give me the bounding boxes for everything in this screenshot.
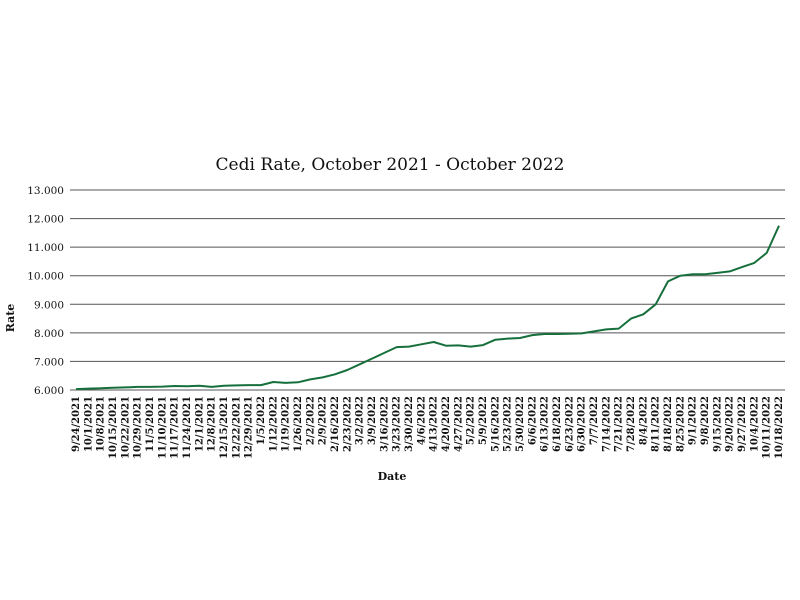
x-tick-label: 6/13/2022 bbox=[540, 396, 551, 452]
x-tick-label: 10/22/2021 bbox=[120, 396, 131, 459]
x-tick-label: 5/23/2022 bbox=[503, 396, 514, 452]
x-tick-label: 8/18/2022 bbox=[663, 396, 674, 452]
x-tick-label: 12/29/2021 bbox=[244, 396, 255, 459]
y-axis-label: Rate bbox=[4, 304, 17, 333]
x-tick-label: 3/16/2022 bbox=[379, 396, 390, 452]
y-tick-label: 13.000 bbox=[27, 185, 64, 197]
x-tick-label: 5/30/2022 bbox=[515, 396, 526, 452]
y-axis-ticks: 6.000 7.000 8.000 9.000 10.000 11.000 12.000 13… bbox=[27, 185, 64, 397]
x-tick-label: 8/4/2022 bbox=[638, 396, 649, 445]
x-tick-label: 8/11/2022 bbox=[651, 396, 662, 452]
y-tick-label: 12.000 bbox=[27, 214, 64, 226]
x-tick-label: 12/8/2021 bbox=[207, 396, 218, 452]
x-tick-label: 4/27/2022 bbox=[453, 396, 464, 452]
x-tick-label: 9/24/2021 bbox=[71, 396, 82, 452]
x-axis-ticks: 9/24/2021 10/1/2021 10/8/2021 10/15/2021 10/… bbox=[71, 396, 785, 459]
x-tick-label: 6/6/2022 bbox=[527, 396, 538, 445]
x-tick-label: 10/18/2022 bbox=[774, 396, 785, 459]
x-tick-label: 11/10/2021 bbox=[157, 396, 168, 459]
x-tick-label: 6/30/2022 bbox=[577, 396, 588, 452]
x-tick-label: 11/5/2021 bbox=[145, 396, 156, 452]
x-tick-label: 1/26/2022 bbox=[293, 396, 304, 452]
x-tick-label: 9/8/2022 bbox=[700, 396, 711, 445]
x-axis-label: Date bbox=[378, 470, 407, 483]
x-tick-label: 6/18/2022 bbox=[552, 396, 563, 452]
y-tick-label: 8.000 bbox=[34, 328, 64, 340]
x-tick-label: 8/25/2022 bbox=[675, 396, 686, 452]
x-tick-label: 5/16/2022 bbox=[490, 396, 501, 452]
x-tick-label: 9/27/2022 bbox=[737, 396, 748, 452]
x-tick-label: 10/11/2022 bbox=[762, 396, 773, 459]
x-tick-label: 7/14/2022 bbox=[601, 396, 612, 452]
x-tick-label: 2/16/2022 bbox=[330, 396, 341, 452]
chart-title: Cedi Rate, October 2021 - October 2022 bbox=[216, 155, 565, 175]
x-tick-label: 2/23/2022 bbox=[342, 396, 353, 452]
x-tick-label: 11/24/2021 bbox=[182, 396, 193, 459]
x-tick-label: 10/4/2022 bbox=[749, 396, 760, 452]
x-tick-label: 1/5/2022 bbox=[256, 396, 267, 445]
series-line bbox=[75, 225, 780, 391]
x-tick-label: 7/28/2022 bbox=[626, 396, 637, 452]
y-tick-label: 6.000 bbox=[34, 385, 64, 397]
y-tick-label: 10.000 bbox=[27, 271, 64, 283]
x-tick-label: 12/22/2021 bbox=[231, 396, 242, 459]
x-tick-label: 4/6/2022 bbox=[416, 396, 427, 445]
x-tick-label: 10/15/2021 bbox=[108, 396, 119, 459]
x-tick-label: 5/2/2022 bbox=[466, 396, 477, 445]
x-tick-label: 11/17/2021 bbox=[170, 396, 181, 459]
x-tick-label: 5/9/2022 bbox=[478, 396, 489, 445]
x-tick-label: 4/20/2022 bbox=[441, 396, 452, 452]
x-tick-label: 1/19/2022 bbox=[281, 396, 292, 452]
x-tick-label: 3/23/2022 bbox=[392, 396, 403, 452]
x-tick-label: 12/15/2021 bbox=[219, 396, 230, 459]
x-tick-label: 10/8/2021 bbox=[96, 396, 107, 452]
x-tick-label: 10/29/2021 bbox=[133, 396, 144, 459]
x-tick-label: 12/1/2021 bbox=[194, 396, 205, 452]
x-tick-label: 9/15/2022 bbox=[712, 396, 723, 452]
x-tick-label: 7/21/2022 bbox=[614, 396, 625, 452]
x-tick-label: 3/2/2022 bbox=[355, 396, 366, 445]
x-tick-label: 9/20/2022 bbox=[725, 396, 736, 452]
x-tick-label: 3/9/2022 bbox=[367, 396, 378, 445]
x-tick-label: 9/1/2022 bbox=[688, 396, 699, 445]
x-tick-label: 2/9/2022 bbox=[318, 396, 329, 445]
y-tick-label: 9.000 bbox=[34, 299, 64, 311]
x-tick-label: 10/1/2021 bbox=[83, 396, 94, 452]
gridlines bbox=[70, 189, 785, 391]
x-tick-label: 2/2/2022 bbox=[305, 396, 316, 445]
y-tick-label: 11.000 bbox=[27, 242, 64, 254]
x-tick-label: 4/13/2022 bbox=[429, 396, 440, 452]
x-tick-label: 7/7/2022 bbox=[589, 396, 600, 445]
x-tick-label: 3/30/2022 bbox=[404, 396, 415, 452]
y-tick-label: 7.000 bbox=[34, 356, 64, 368]
x-tick-label: 6/23/2022 bbox=[564, 396, 575, 452]
x-tick-label: 1/12/2022 bbox=[268, 396, 279, 452]
